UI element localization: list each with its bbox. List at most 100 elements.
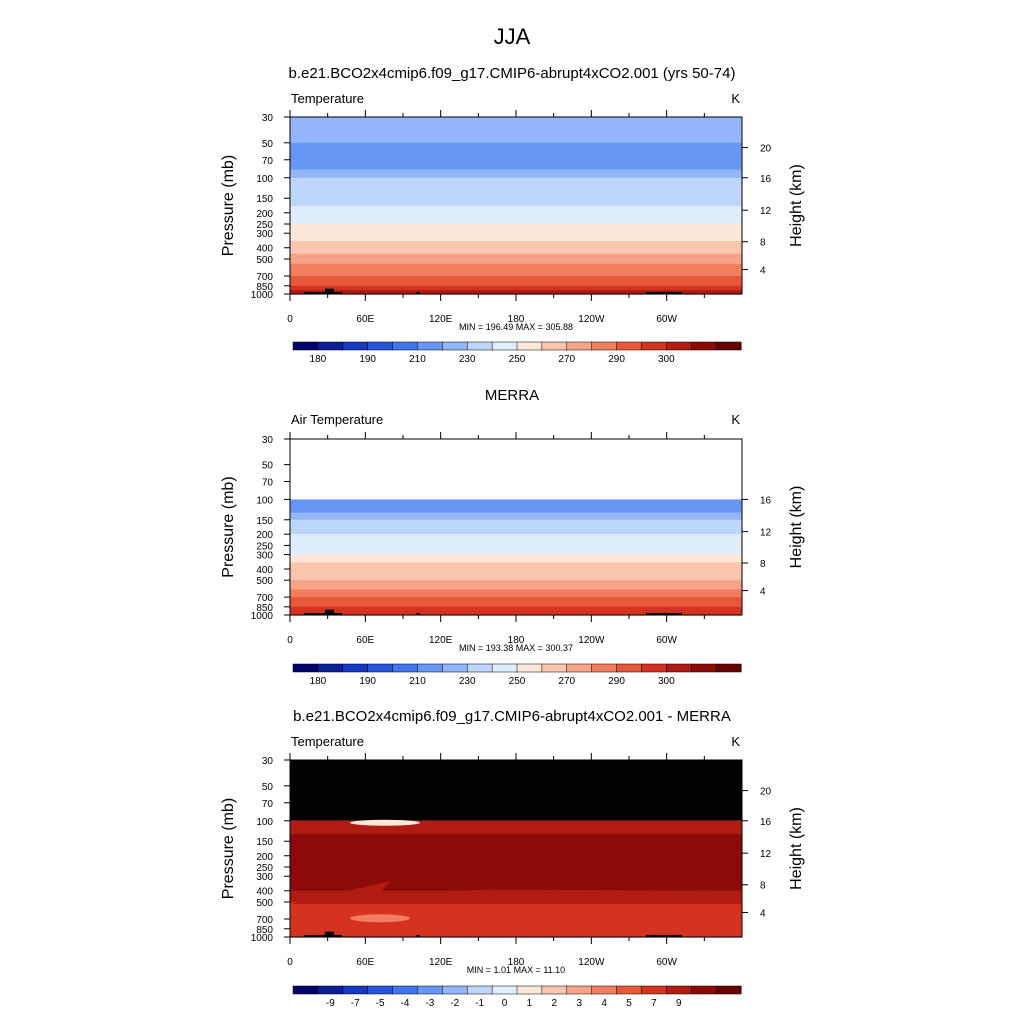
figure-title: JJA [494,24,531,49]
panel-difference-temperature: b.e21.BCO2x4cmip6.f09_g17.CMIP6-abrupt4x… [220,708,805,1009]
colorbar-box [591,341,618,351]
colorbar-label: -2 [450,998,459,1009]
y-right-tick-label: 8 [760,881,766,892]
colorbar-label: 270 [558,354,575,365]
colorbar-label: 5 [626,998,632,1009]
y-tick-label: 150 [256,194,273,205]
x-tick-label: 60E [356,314,374,325]
contour-band [290,574,742,581]
y-tick-label: 100 [256,174,273,185]
x-tick-label: 180 [508,314,525,325]
colorbar-label: 180 [310,676,327,687]
contour-band [290,902,742,916]
colorbar-label: 1 [527,998,533,1009]
y-tick-label: 30 [262,756,274,767]
y-axis-label: Pressure (mb) [220,798,237,899]
y-tick-label: 50 [262,139,274,150]
colorbar-box [491,341,518,351]
contour-band [290,540,742,547]
colorbar-label: 210 [409,354,426,365]
contour-band [290,275,742,282]
contour-band [290,247,742,255]
panel-title: b.e21.BCO2x4cmip6.f09_g17.CMIP6-abrupt4x… [293,708,731,725]
contour-band [290,285,742,291]
topography-mask [646,934,682,937]
panel-model-temperature: b.e21.BCO2x4cmip6.f09_g17.CMIP6-abrupt4x… [220,65,805,365]
colorbar-label: 270 [558,676,575,687]
colorbar-box [616,663,642,673]
contour-band [290,554,742,563]
y-axis-label: Pressure (mb) [220,155,237,256]
colorbar-box [641,663,667,673]
contour-band [290,290,742,295]
contour-band [290,580,742,586]
contour-band [290,519,742,529]
panel-merra-air-temperature: MERRA Air Temperature K 0 60E 120E 180 120W 60W 3… [220,387,805,687]
colorbar-box [541,663,568,673]
contour-band [290,189,742,199]
colorbar-box [392,985,418,995]
colorbar-box [442,341,468,351]
colorbar-box [292,341,319,351]
colorbar-label: 300 [658,354,675,365]
x-tick-label: 120E [429,314,453,325]
y-tick-label: 30 [262,435,274,446]
colorbar-box [616,985,642,995]
contour-band [290,159,742,171]
topography-mask [304,291,330,294]
colorbar-label: -1 [475,998,484,1009]
colorbar-box [641,341,667,351]
colorbar-box [367,663,394,673]
panel-variable-label: Air Temperature [291,412,383,427]
colorbar-box [292,663,319,673]
panel-variable-label: Temperature [291,734,364,749]
y-right-tick-label: 20 [760,787,772,798]
contour-band [290,198,742,207]
panel-title: b.e21.BCO2x4cmip6.f09_g17.CMIP6-abrupt4x… [289,65,736,82]
y-tick-label: 50 [262,461,274,472]
colorbar-box [566,985,593,995]
colorbar-box [616,341,642,351]
y-tick-label: 1000 [251,933,274,944]
colorbar-box [541,985,568,995]
y-right-tick-label: 16 [760,495,772,506]
colorbar-label: -7 [351,998,360,1009]
colorbar-label: 7 [651,998,657,1009]
contour-band [290,925,742,938]
y-tick-label: 50 [262,782,274,793]
x-tick-label: 120E [429,957,453,968]
x-tick-label: 60W [656,314,677,325]
y-axis-label-right: Height (km) [788,807,805,890]
colorbar-box [417,985,443,995]
colorbar-box [392,663,418,673]
contour-band [290,263,742,269]
colorbar-box [516,341,543,351]
colorbar-label: 2 [552,998,558,1009]
y-tick-label: 70 [262,799,274,810]
panel-title: MERRA [485,387,539,404]
x-tick-label: 120E [429,635,453,646]
contour-band [290,597,742,603]
y-right-tick-label: 8 [760,238,766,249]
colorbar-label: -5 [376,998,385,1009]
contour-feature [350,914,410,923]
contour-band [290,512,742,521]
contour-band [290,253,742,260]
contour-band [290,834,742,842]
y-tick-label: 500 [256,576,273,587]
colorbar-label: 190 [359,676,376,687]
colorbar-label: 230 [459,676,476,687]
panel-units-label: K [731,734,740,749]
colorbar-box [591,663,618,673]
colorbar-box [666,985,692,995]
y-axis-label-right: Height (km) [788,164,805,247]
colorbar-box [591,985,618,995]
colorbar-box [715,341,742,351]
y-tick-label: 200 [256,852,273,863]
y-right-tick-label: 4 [760,587,766,598]
minmax-label: MIN = 1.01 MAX = 11.10 [467,965,565,975]
y-tick-label: 700 [256,593,273,604]
contour-band [290,611,742,616]
y-tick-label: 200 [256,209,273,220]
